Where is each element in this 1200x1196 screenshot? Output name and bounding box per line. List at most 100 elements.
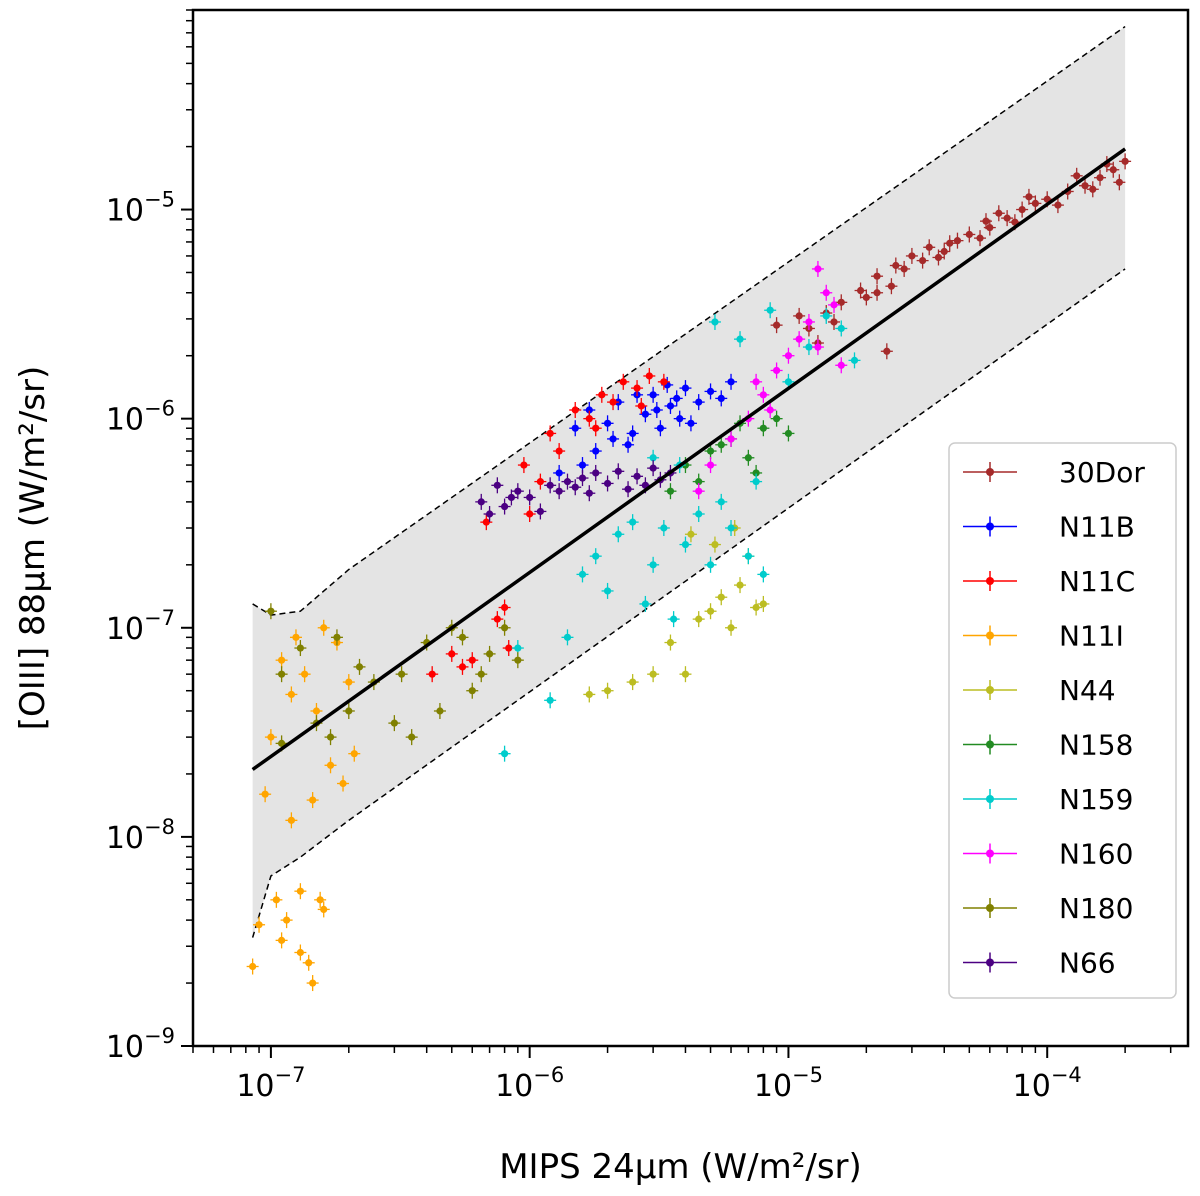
marker	[681, 384, 690, 392]
marker	[468, 687, 476, 695]
marker	[603, 687, 612, 695]
data-point	[793, 331, 806, 348]
data-point	[601, 415, 614, 432]
data-point	[757, 386, 770, 403]
data-point	[607, 394, 620, 411]
marker	[822, 289, 830, 297]
data-point	[673, 410, 686, 427]
marker	[1031, 199, 1039, 208]
data-point	[679, 536, 692, 553]
data-point	[511, 483, 524, 500]
marker	[500, 750, 509, 758]
marker	[333, 633, 341, 641]
marker	[795, 335, 803, 343]
marker	[316, 896, 324, 904]
data-point	[639, 595, 652, 612]
marker	[795, 312, 803, 320]
marker	[986, 223, 994, 232]
marker	[641, 410, 649, 418]
data-point	[951, 232, 964, 249]
data-point	[246, 958, 259, 975]
data-point	[553, 464, 566, 481]
data-point	[1016, 201, 1029, 218]
legend-marker	[986, 795, 994, 803]
data-point	[943, 235, 956, 252]
marker	[649, 561, 657, 569]
marker	[563, 633, 572, 641]
data-point	[811, 260, 824, 277]
legend-marker	[986, 468, 994, 476]
data-point	[750, 599, 763, 616]
data-point	[498, 599, 511, 616]
marker	[493, 481, 501, 489]
data-point	[782, 425, 795, 442]
marker	[592, 424, 600, 432]
data-point	[670, 390, 683, 407]
marker	[892, 261, 900, 270]
data-point	[285, 686, 298, 703]
marker	[624, 485, 632, 493]
data-point	[626, 425, 639, 442]
legend-label: N11B	[1059, 511, 1135, 544]
marker	[727, 435, 735, 443]
marker	[830, 318, 838, 326]
marker	[1073, 172, 1081, 180]
marker	[614, 467, 622, 475]
data-point	[631, 380, 644, 397]
marker	[649, 670, 657, 678]
data-point	[811, 339, 824, 356]
legend-item-n11i: N11I	[963, 620, 1124, 653]
data-point	[684, 415, 697, 432]
marker	[666, 402, 675, 410]
marker	[814, 265, 822, 273]
legend-marker	[986, 904, 994, 912]
data-point	[770, 410, 783, 427]
data-point	[1001, 210, 1014, 227]
marker	[946, 239, 954, 247]
marker	[278, 656, 286, 664]
data-point	[802, 313, 815, 330]
data-point	[498, 619, 511, 636]
data-point	[601, 475, 614, 492]
x-axis-title: MIPS 24μm (W/m²/sr)	[499, 1147, 862, 1187]
marker	[485, 650, 494, 658]
data-point	[589, 443, 602, 460]
data-point	[631, 468, 644, 485]
marker	[500, 624, 509, 632]
data-point	[405, 729, 418, 746]
marker	[309, 979, 317, 987]
marker	[673, 394, 681, 402]
marker	[633, 384, 641, 392]
data-point	[626, 514, 639, 531]
data-point	[612, 526, 625, 543]
data-point	[576, 470, 589, 487]
data-point	[764, 302, 777, 319]
legend-label: N11I	[1059, 620, 1124, 653]
band-lower-edge	[251, 268, 1126, 938]
marker	[706, 561, 715, 569]
confidence-band	[252, 26, 1126, 938]
marker	[660, 378, 668, 386]
data-point	[654, 420, 667, 437]
marker	[283, 916, 291, 924]
data-point	[885, 278, 898, 295]
marker	[345, 678, 353, 686]
marker	[830, 301, 838, 309]
marker	[940, 247, 948, 256]
marker	[706, 447, 715, 455]
data-point	[871, 284, 884, 301]
data-point	[757, 595, 770, 612]
data-point	[280, 912, 293, 929]
data-point	[708, 536, 721, 553]
data-point	[664, 397, 677, 414]
data-point	[1107, 161, 1120, 178]
legend-item-n44: N44	[963, 674, 1116, 707]
data-point	[544, 425, 557, 442]
marker	[814, 343, 822, 351]
marker	[744, 454, 752, 462]
y-tick-label: 10−8	[106, 815, 175, 856]
marker	[837, 298, 845, 306]
data-point	[445, 645, 458, 662]
marker	[500, 603, 509, 612]
data-point	[259, 786, 272, 803]
